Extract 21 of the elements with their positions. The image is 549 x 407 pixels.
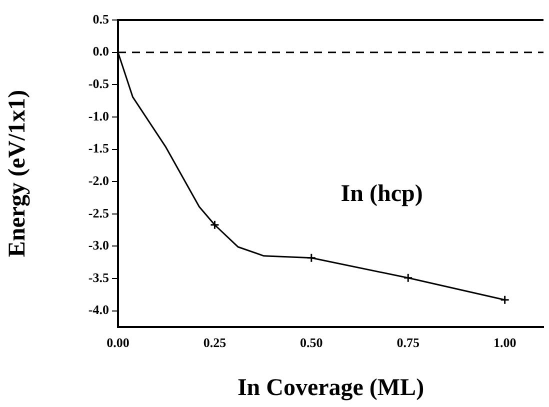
y-tick-label: 0.5 <box>92 11 110 26</box>
y-tick-label: -1.5 <box>88 140 110 156</box>
y-tick-label: -1.0 <box>88 108 109 124</box>
y-tick-label: -3.5 <box>88 270 110 285</box>
point <box>500 295 510 305</box>
x-tick-label: 0.00 <box>106 335 130 350</box>
x-tick-label: 0.25 <box>203 335 227 350</box>
y-tick-label: 0.0 <box>92 44 109 59</box>
point <box>210 220 220 230</box>
x-tick-label: 1.00 <box>493 335 516 350</box>
x-tick-label: 0.75 <box>396 335 420 350</box>
point <box>403 273 413 283</box>
x-axis-title: In Coverage (ML) <box>237 374 424 401</box>
y-axis-title: Energy (eV/1x1) <box>4 90 31 258</box>
y-tick-label: -4.0 <box>88 302 109 318</box>
y-tick-label: -0.5 <box>88 76 110 91</box>
y-tick-label: -3.0 <box>88 238 109 253</box>
y-tick-label: -2.0 <box>88 172 109 188</box>
y-tick-label: -2.5 <box>88 205 110 220</box>
x-tick-label: 0.50 <box>300 335 323 350</box>
annotation: In (hcp) <box>340 181 423 208</box>
